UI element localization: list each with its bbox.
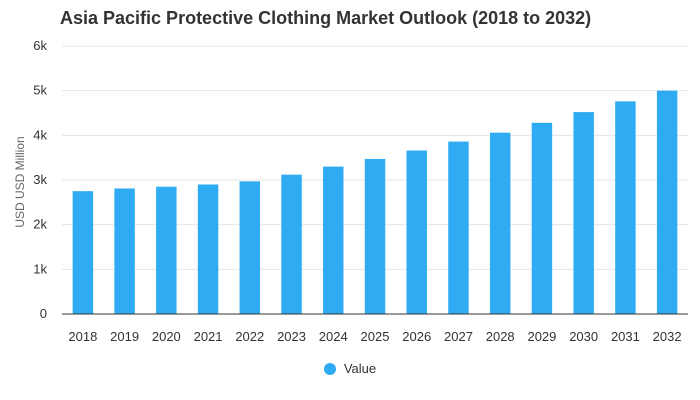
x-tick-label: 2019 [110,329,139,344]
x-tick-label: 2021 [194,329,223,344]
bar-2021[interactable] [197,184,219,314]
y-tick-label: 6k [33,38,47,53]
y-tick-label: 1k [33,261,47,276]
bar-2022[interactable] [239,181,261,314]
axes: 0 1k 2k 3k 4k 5k 6k 2018 2019 2020 2021 2022 2023 202… [33,38,688,344]
bar-2031[interactable] [615,101,636,315]
x-tick-label: 2027 [444,329,473,344]
x-tick-label: 2025 [361,329,390,344]
bar-2029[interactable] [531,122,553,315]
x-tick-label: 2018 [68,329,97,344]
x-tick-label: 2020 [152,329,181,344]
bar-2025[interactable] [364,159,386,314]
bar-2020[interactable] [156,186,177,314]
bar-2030[interactable] [573,112,594,315]
y-tick-label: 3k [33,172,47,187]
bar-2019[interactable] [114,188,135,314]
bar-2028[interactable] [489,132,511,314]
chart-title: Asia Pacific Protective Clothing Market … [60,8,592,28]
x-tick-label: 2023 [277,329,306,344]
bar-2026[interactable] [406,150,427,314]
bar-2023[interactable] [281,174,302,314]
x-tick-label: 2032 [653,329,682,344]
bar-2024[interactable] [323,166,344,314]
legend-label: Value [343,361,377,376]
y-tick-label: 2k [33,217,47,232]
x-tick-label: 2031 [611,329,640,344]
bar-2018[interactable] [72,191,94,314]
y-tick-label: 0 [40,306,47,321]
legend[interactable]: Value [0,361,700,376]
bars [72,90,678,315]
x-tick-label: 2029 [527,329,556,344]
x-tick-label: 2022 [235,329,264,344]
y-tick-label: 4k [33,127,47,142]
x-tick-label: 2026 [402,329,431,344]
y-axis-label: USD USD Million [13,136,27,227]
legend-swatch-circle-icon [323,362,336,375]
bar-2027[interactable] [448,141,469,314]
x-tick-label: 2024 [319,329,348,344]
bar-2032[interactable] [656,90,678,315]
y-tick-label: 5k [33,83,47,98]
x-tick-label: 2030 [569,329,598,344]
x-tick-label: 2028 [486,329,515,344]
